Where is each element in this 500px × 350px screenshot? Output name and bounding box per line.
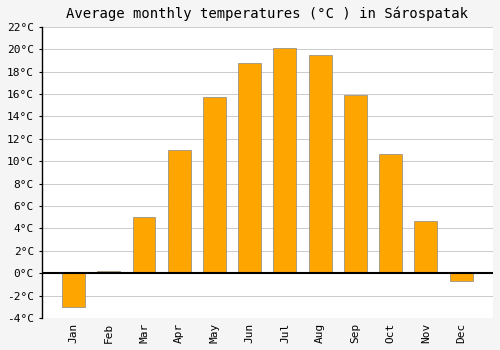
Bar	[379, 154, 402, 273]
Title: Average monthly temperatures (°C ) in Sárospatak: Average monthly temperatures (°C ) in Sá…	[66, 7, 468, 21]
Bar	[203, 97, 226, 273]
Bar	[308, 55, 332, 273]
Bar	[132, 217, 156, 273]
Bar	[62, 273, 85, 307]
Bar	[98, 271, 120, 273]
Bar	[414, 220, 438, 273]
Bar	[238, 63, 261, 273]
Bar	[344, 95, 367, 273]
Bar	[450, 273, 472, 281]
Bar	[168, 150, 190, 273]
Bar	[274, 48, 296, 273]
